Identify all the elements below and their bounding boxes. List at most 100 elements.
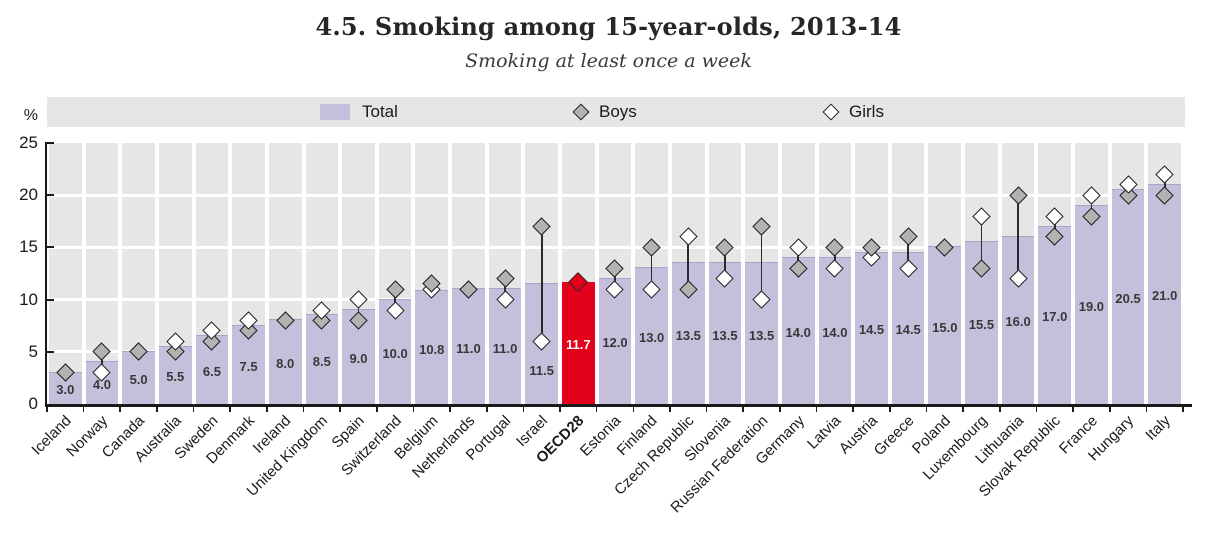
- boys-girls-connector: [980, 216, 983, 269]
- bar-value-label: 10.0: [382, 345, 408, 361]
- chart-column: 20.5: [1109, 143, 1147, 404]
- bar-value-label: 13.5: [675, 327, 701, 343]
- gridline: [889, 193, 927, 197]
- bar-value-label: 14.5: [858, 322, 885, 338]
- y-tick-label: 10: [19, 289, 38, 309]
- chart-column: 13.5: [706, 143, 744, 404]
- bar-value-label: 12.0: [602, 335, 628, 351]
- bar-value-label: 14.5: [895, 322, 921, 338]
- legend-label-total: Total: [362, 102, 398, 121]
- y-tick-mark: [45, 142, 54, 144]
- x-tick-mark: [485, 407, 488, 412]
- x-tick-mark: [1108, 407, 1111, 412]
- chart-column: 6.5: [193, 143, 231, 404]
- y-axis-unit-label: %: [23, 107, 38, 124]
- boys-girls-connector: [724, 247, 726, 279]
- gridline: [303, 245, 341, 249]
- boys-girls-connector: [797, 247, 800, 269]
- gridline: [340, 245, 377, 249]
- gridline: [193, 193, 231, 197]
- boys-girls-connector: [394, 289, 396, 311]
- bar-value-label: 3.0: [56, 382, 75, 398]
- x-tick-mark: [412, 407, 415, 412]
- x-tick-mark: [376, 407, 378, 412]
- boys-diamond-icon: [572, 103, 590, 121]
- gridline: [120, 245, 157, 249]
- legend-label-boys: Boys: [599, 102, 637, 121]
- chart-column: 21.0: [1146, 143, 1183, 404]
- gridline: [450, 245, 487, 249]
- y-tick-mark: [45, 298, 54, 301]
- x-tick-mark: [449, 407, 451, 412]
- bar-value-label: 5.0: [129, 371, 148, 387]
- total-bar-highlight: [562, 281, 595, 404]
- bar-value-label: 13.0: [638, 330, 665, 346]
- bar-value-label: 13.5: [712, 327, 738, 343]
- bar-value-label: 13.5: [748, 327, 775, 343]
- boys-girls-connector: [504, 278, 506, 300]
- x-tick-mark: [669, 407, 671, 412]
- gridline: [340, 193, 377, 197]
- x-tick-mark: [46, 407, 48, 412]
- x-tick-mark: [1072, 407, 1074, 412]
- total-bar: [818, 256, 852, 404]
- gridline: [47, 298, 84, 302]
- chart-column: 11.0: [450, 143, 487, 404]
- x-tick-mark: [1145, 407, 1148, 412]
- y-tick-label: 15: [19, 237, 38, 257]
- chart-column: 8.0: [266, 143, 304, 404]
- x-tick-mark: [779, 407, 781, 412]
- gridline: [83, 193, 121, 197]
- gridline: [560, 193, 597, 197]
- gridline: [816, 193, 854, 197]
- total-bar: [781, 256, 815, 404]
- gridline: [266, 193, 304, 197]
- column-background-panel: [49, 143, 82, 404]
- total-bar: [928, 246, 962, 404]
- x-tick-mark: [559, 407, 561, 412]
- x-tick-mark: [998, 407, 1001, 412]
- gridline: [706, 193, 744, 197]
- total-bar: [1148, 183, 1181, 404]
- y-axis-line: [44, 142, 47, 407]
- chart-column: 10.0: [376, 143, 414, 404]
- gridline: [963, 193, 1000, 197]
- boys-girls-connector: [357, 299, 360, 321]
- legend-strip: Total Boys Girls: [47, 97, 1185, 127]
- gridline: [413, 245, 451, 249]
- gridline: [156, 298, 194, 302]
- total-bar: [1111, 188, 1145, 404]
- boys-girls-connector: [760, 226, 763, 300]
- x-axis-line: [44, 404, 1192, 408]
- chart-column: 13.0: [633, 143, 670, 404]
- x-tick-mark: [742, 407, 745, 412]
- gridline: [669, 193, 707, 197]
- bar-value-label: 8.0: [276, 356, 295, 372]
- gridline: [83, 245, 121, 249]
- gridline: [303, 193, 341, 197]
- gridline: [156, 193, 194, 197]
- chart-title: 4.5. Smoking among 15-year-olds, 2013-14: [315, 12, 902, 41]
- bar-value-label: 11.0: [492, 340, 518, 356]
- chart-column: 7.5: [230, 143, 267, 404]
- bar-value-label: 21.0: [1152, 288, 1178, 304]
- plot-area: 3.0 4.0 5.0 5.5 6.5 7.5 8.0 8.5 9.0 10.0 10.8 11.0 1…: [47, 143, 1183, 404]
- chart-column: 11.5: [523, 143, 561, 404]
- gridline: [523, 193, 561, 197]
- x-tick-mark: [82, 407, 85, 412]
- legend-item-girls: Girls: [822, 97, 884, 127]
- gridline: [596, 245, 634, 249]
- gridline: [486, 245, 524, 249]
- y-tick-label: 5: [28, 341, 38, 361]
- gridline: [1036, 193, 1074, 197]
- gridline: [230, 193, 267, 197]
- boys-girls-connector: [834, 247, 836, 269]
- bar-value-label: 7.5: [239, 358, 258, 374]
- x-tick-mark: [852, 407, 854, 412]
- boys-girls-connector: [1090, 195, 1093, 217]
- chart-column: 17.0: [1036, 143, 1074, 404]
- boys-girls-connector: [1017, 195, 1019, 279]
- total-bar-swatch: [320, 104, 350, 120]
- bar-value-label: 14.0: [785, 324, 811, 340]
